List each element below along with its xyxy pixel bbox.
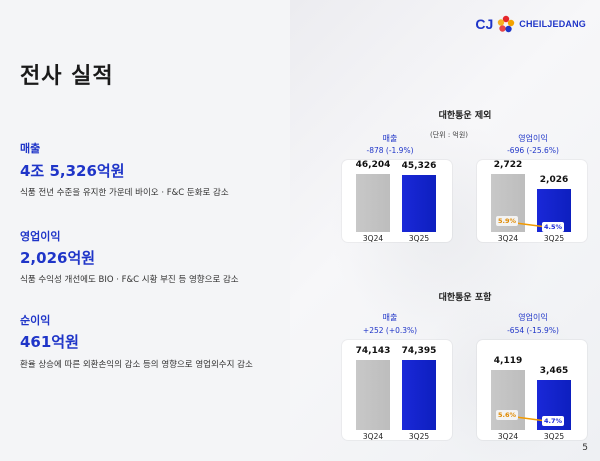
bar-3q24 (356, 360, 390, 430)
opm-label: 4.5% (542, 222, 565, 232)
x-tick-label: 3Q24 (362, 432, 384, 441)
revenue-label: 매출 (20, 142, 41, 155)
operating-profit-value: 2,026억원 (20, 249, 96, 267)
logo-flower-icon (497, 15, 515, 33)
section-title-excl: 대한통운 제외 (438, 111, 492, 121)
chart-sub-revenue-excl: -878 (-1.9%) (366, 146, 414, 155)
opm-label: 4.7% (542, 416, 565, 426)
summary-panel: 전사 실적 매출 4조 5,326억원 식품 전년 수준을 유지한 가운데 바이… (0, 0, 290, 461)
logo-name-text: CHEILJEDANG (519, 19, 586, 29)
bar-value-label: 2,026 (539, 174, 569, 185)
company-logo: CJ CHEILJEDANG (475, 12, 586, 36)
operating-profit-desc: 식품 수익성 개선에도 BIO · F&C 시황 부진 등 영향으로 감소 (20, 275, 239, 285)
chart-head-revenue-excl: 매출 (382, 134, 398, 143)
page-title: 전사 실적 (20, 64, 114, 89)
chart-head-op-excl: 영업이익 (518, 134, 548, 143)
chart-sub-op-excl: -696 (-25.6%) (507, 146, 559, 155)
bar-3q25 (402, 360, 436, 430)
chart-head-revenue-incl: 매출 (382, 313, 398, 322)
unit-label: (단위 : 억원) (430, 131, 469, 139)
x-tick-label: 3Q25 (408, 234, 430, 243)
charts-panel: CJ CHEILJEDANG 대한통운 제외 (단위 : 억원) 매출 -878… (290, 0, 600, 461)
chart-sub-op-incl: -654 (-15.9%) (507, 326, 559, 335)
chart-sub-revenue-incl: +252 (+0.3%) (362, 326, 418, 335)
bar-value-label: 2,722 (493, 160, 523, 170)
net-income-value: 461억원 (20, 333, 79, 351)
x-tick-label: 3Q24 (497, 432, 519, 441)
bar-value-label: 3,465 (539, 365, 569, 376)
net-income-label: 순이익 (20, 314, 51, 327)
opm-label: 5.9% (496, 216, 519, 226)
x-tick-label: 3Q25 (543, 432, 565, 441)
bar-3q24 (491, 370, 525, 430)
x-tick-label: 3Q24 (497, 234, 519, 243)
bar-3q25 (402, 175, 436, 232)
bar-3q24 (356, 174, 390, 232)
operating-profit-label: 영업이익 (20, 230, 61, 243)
x-tick-label: 3Q25 (408, 432, 430, 441)
opm-label: 5.6% (496, 410, 519, 420)
x-tick-label: 3Q25 (543, 234, 565, 243)
net-income-desc: 환율 상승에 따른 외환손익의 감소 등의 영향으로 영업외수지 감소 (20, 360, 253, 370)
revenue-value: 4조 5,326억원 (20, 162, 125, 180)
bar-value-label: 45,326 (401, 161, 437, 172)
x-tick-label: 3Q24 (362, 234, 384, 243)
bar-value-label: 46,204 (355, 160, 391, 170)
logo-cj-text: CJ (475, 16, 494, 32)
chart-head-op-incl: 영업이익 (518, 313, 548, 322)
section-title-incl: 대한통운 포함 (438, 293, 492, 303)
bar-value-label: 74,143 (355, 346, 391, 357)
revenue-desc: 식품 전년 수준을 유지한 가운데 바이오 · F&C 둔화로 감소 (20, 188, 229, 198)
bar-value-label: 4,119 (493, 356, 523, 366)
bar-value-label: 74,395 (401, 346, 437, 356)
page-number: 5 (582, 443, 588, 453)
